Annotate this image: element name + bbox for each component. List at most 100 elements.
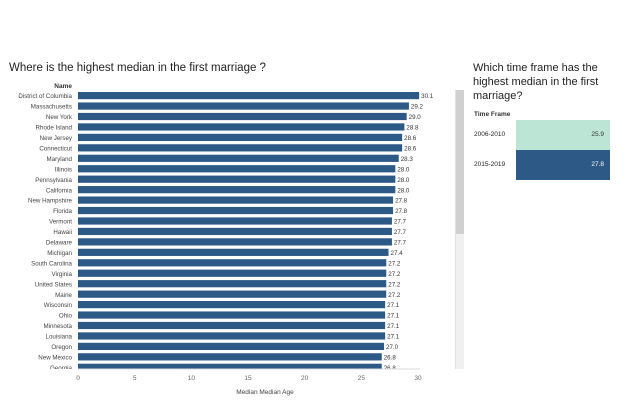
category-label: Louisiana (46, 334, 73, 341)
value-label: 27.2 (388, 260, 401, 267)
time-frame-row[interactable]: 2006-2010 25.9 (470, 120, 610, 150)
value-label: 28.6 (404, 135, 417, 142)
bar[interactable] (78, 269, 387, 277)
value-label: 27.4 (391, 250, 404, 257)
value-label: 28.0 (397, 177, 410, 184)
time-frame-title: Which time frame has the highest median … (473, 62, 599, 102)
column-header: Name (54, 83, 72, 90)
bar[interactable] (78, 175, 396, 183)
category-label: United States (35, 281, 72, 288)
value-label: 27.2 (388, 292, 401, 299)
value-label: 27.7 (394, 219, 407, 226)
value-label: 27.7 (394, 240, 407, 247)
value-label: 29.2 (411, 104, 424, 111)
bar[interactable] (78, 123, 405, 131)
bar[interactable] (78, 259, 387, 267)
category-label: Pennsylvania (35, 177, 72, 184)
bar[interactable] (78, 238, 392, 246)
bar[interactable] (78, 112, 407, 121)
value-label: 28.3 (401, 156, 414, 163)
value-label: 26.8 (384, 354, 397, 361)
category-label: Ohio (59, 313, 73, 320)
bar[interactable] (78, 196, 394, 204)
value-label: 27.0 (386, 344, 399, 351)
bar[interactable] (78, 363, 382, 371)
time-frame-cell[interactable]: 25.9 (516, 120, 610, 150)
bar[interactable] (78, 290, 387, 298)
x-axis: 0 5 10 15 20 25 30 (76, 368, 422, 382)
bar[interactable] (78, 353, 382, 361)
value-label: 28.8 (406, 125, 419, 132)
category-label: South Carolina (31, 260, 72, 267)
chart-scrollbar[interactable] (455, 90, 464, 369)
category-label: Wisconsin (44, 302, 73, 309)
category-label: New Jersey (40, 135, 73, 142)
time-frame-label: 2015-2019 (474, 161, 506, 168)
category-label: Virginia (51, 271, 72, 278)
value-label: 27.7 (394, 229, 407, 236)
bar[interactable] (78, 133, 403, 141)
bar[interactable] (78, 186, 396, 194)
bar[interactable] (78, 92, 420, 100)
category-label: Michigan (47, 250, 72, 257)
x-tick-label: 0 (76, 375, 80, 382)
value-label: 28.6 (404, 145, 417, 152)
time-frame-cell[interactable]: 27.8 (516, 150, 610, 180)
bar[interactable] (78, 227, 392, 236)
x-tick-label: 20 (301, 375, 309, 382)
category-label: Florida (53, 208, 72, 215)
time-frame-value: 25.9 (591, 131, 604, 138)
bar[interactable] (78, 280, 387, 288)
value-label: 29.0 (409, 114, 422, 121)
bar[interactable] (78, 165, 396, 173)
bar[interactable] (78, 311, 386, 319)
value-label: 27.2 (388, 281, 401, 288)
bar[interactable] (78, 154, 399, 162)
time-frame-row[interactable]: 2015-2019 27.8 (470, 150, 610, 180)
category-label: New Mexico (38, 354, 72, 361)
category-label: Rhode Island (36, 125, 73, 132)
time-frame-header: Time Frame (474, 111, 511, 118)
value-label: 28.0 (397, 166, 410, 173)
bar[interactable] (78, 217, 392, 225)
value-label: 27.8 (395, 208, 408, 215)
category-label: Georgia (50, 365, 73, 372)
category-label: California (46, 187, 73, 194)
value-label: 28.0 (397, 187, 410, 194)
category-label: New Hampshire (28, 198, 73, 205)
category-label: Minnesota (43, 323, 72, 330)
category-label: Illinois (55, 166, 72, 173)
value-label: 27.1 (387, 302, 400, 309)
value-label: 27.1 (387, 334, 400, 341)
category-label: Connecticut (39, 145, 72, 152)
bar[interactable] (78, 206, 394, 215)
bars-group: District of Columbia 30.1 Massachusetts 29.… (18, 92, 434, 372)
x-tick-label: 15 (244, 375, 252, 382)
category-label: Maine (55, 292, 72, 299)
time-frame-value: 27.8 (591, 161, 604, 168)
x-tick-label: 25 (358, 375, 366, 382)
bar[interactable] (78, 102, 409, 110)
bar[interactable] (78, 144, 403, 152)
value-label: 27.1 (387, 313, 400, 320)
chart-title: Where is the highest median in the first… (9, 62, 266, 74)
category-label: Hawaii (53, 229, 72, 236)
bar[interactable] (78, 301, 386, 309)
category-label: Vermont (49, 219, 72, 226)
bar[interactable] (78, 248, 389, 256)
value-label: 30.1 (421, 93, 434, 100)
category-label: Delaware (46, 240, 73, 247)
category-label: Maryland (47, 156, 73, 163)
x-tick-label: 10 (188, 375, 196, 382)
x-tick-label: 5 (133, 375, 137, 382)
value-label: 26.8 (384, 365, 397, 372)
x-tick-label: 30 (414, 375, 422, 382)
bar[interactable] (78, 342, 384, 350)
category-label: Massachusetts (31, 104, 72, 111)
time-frame-label: 2006-2010 (474, 131, 506, 138)
bar-chart: Name District of Columbia 30.1 Massachuset… (18, 83, 434, 396)
bar[interactable] (78, 321, 386, 330)
scroll-thumb[interactable] (456, 90, 464, 234)
category-label: Oregon (51, 344, 72, 351)
bar[interactable] (78, 332, 386, 340)
